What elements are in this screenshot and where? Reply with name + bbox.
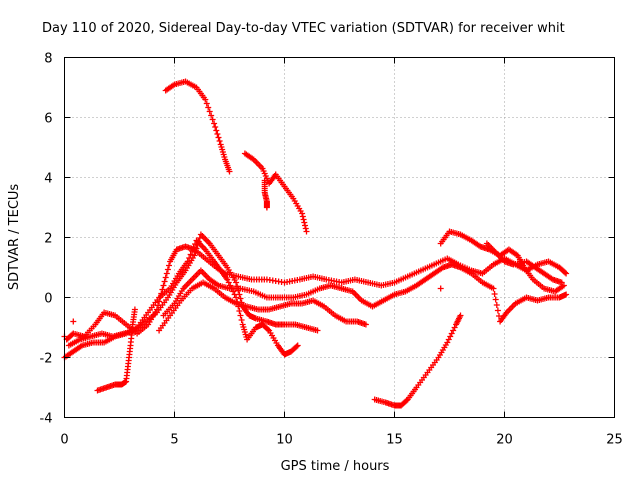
- data-point: [226, 168, 233, 175]
- data-point: [301, 219, 308, 226]
- data-point: [213, 127, 220, 134]
- data-point: [302, 222, 309, 229]
- axis-ticks: 0 5 10 15 20 25 -4 -2 0 2 4 6 8: [40, 52, 623, 448]
- data-point: [496, 313, 502, 319]
- data-point: [191, 252, 198, 259]
- y-tick-label: 4: [44, 172, 52, 187]
- data-point: [494, 307, 501, 314]
- data-point: [214, 131, 221, 137]
- data-point: [236, 291, 243, 298]
- data-point: [491, 291, 498, 297]
- data-point: [166, 262, 172, 269]
- data-point: [563, 291, 570, 298]
- data-point: [70, 318, 77, 325]
- x-tick-label: 20: [496, 433, 513, 448]
- data-point: [160, 282, 167, 289]
- series-trace-g: [156, 279, 369, 334]
- series-trace-c: [63, 243, 570, 343]
- data-point: [209, 116, 216, 123]
- data-point: [493, 302, 500, 308]
- data-point: [233, 279, 240, 286]
- data-point: [215, 134, 222, 141]
- data-point: [190, 244, 197, 251]
- y-tick-label: 8: [44, 52, 52, 67]
- data-point: [203, 100, 210, 107]
- x-tick-label: 0: [60, 433, 68, 448]
- series-trace-f: [160, 261, 570, 325]
- series-trace-b: [241, 150, 310, 235]
- series-trace-b-spur: [261, 177, 270, 211]
- data-point: [194, 242, 201, 248]
- data-point: [314, 327, 321, 334]
- data-point: [492, 296, 499, 303]
- x-tick-label: 10: [276, 433, 293, 448]
- data-point: [162, 274, 169, 281]
- data-point: [303, 228, 310, 235]
- data-point: [161, 278, 168, 285]
- data-point: [293, 343, 300, 350]
- x-tick-label: 15: [386, 433, 403, 448]
- data-point: [202, 96, 209, 103]
- y-tick-label: 2: [44, 232, 52, 247]
- data-point: [563, 270, 570, 277]
- data-point: [263, 204, 270, 211]
- data-point: [189, 248, 196, 254]
- chart-title: Day 110 of 2020, Sidereal Day-to-day VTE…: [42, 21, 565, 36]
- data-point: [302, 225, 309, 232]
- data-point: [437, 285, 444, 292]
- series-trace-a: [162, 78, 233, 175]
- data-point: [265, 326, 271, 333]
- data-point: [238, 317, 245, 323]
- data-point: [237, 295, 244, 302]
- data-point: [211, 120, 218, 127]
- y-tick-label: -4: [40, 412, 53, 427]
- data-point: [299, 210, 306, 217]
- data-point: [216, 138, 223, 144]
- data-point: [233, 294, 240, 301]
- y-tick-label: -2: [40, 352, 53, 367]
- data-point: [299, 213, 306, 220]
- data-point: [208, 112, 215, 119]
- data-point: [131, 306, 138, 313]
- x-tick-label: 5: [170, 433, 178, 448]
- data-point: [187, 251, 194, 258]
- data-point: [362, 321, 369, 328]
- y-axis-label: SDTVAR / TECUs: [7, 184, 22, 291]
- data-point: [212, 124, 219, 130]
- data-point: [237, 312, 244, 319]
- data-point: [490, 285, 497, 292]
- data-point: [206, 108, 213, 115]
- data-point: [457, 312, 464, 319]
- data-point: [164, 266, 171, 273]
- data-point: [300, 216, 307, 223]
- data-point: [195, 238, 202, 245]
- x-axis-label: GPS time / hours: [281, 459, 390, 474]
- data-point: [294, 342, 301, 349]
- x-tick-label: 25: [606, 433, 623, 448]
- data-point: [193, 245, 200, 252]
- y-tick-label: 6: [44, 112, 52, 127]
- data-point: [236, 308, 243, 314]
- series-trace-d: [61, 237, 301, 361]
- data-point: [205, 104, 212, 111]
- y-tick-label: 0: [44, 292, 52, 307]
- data-point: [562, 269, 568, 276]
- series-trace-k: [483, 240, 565, 286]
- data-point: [163, 270, 170, 277]
- data-point: [558, 279, 565, 286]
- series-trace-e: [65, 231, 321, 349]
- data-points: [61, 78, 570, 409]
- series-trace-h: [94, 306, 138, 394]
- series-trace-i: [371, 312, 464, 409]
- data-point: [192, 249, 199, 255]
